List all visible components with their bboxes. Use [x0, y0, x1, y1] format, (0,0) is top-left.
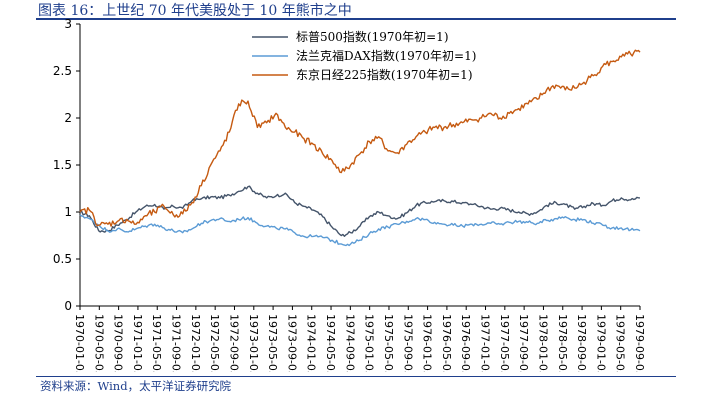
x-tick-label: 1975-09-05: [401, 314, 414, 372]
x-tick-label: 1971-09-05: [170, 314, 183, 372]
x-tick-label: 1978-05-05: [556, 314, 569, 372]
x-tick-label: 1978-09-05: [575, 314, 588, 372]
axes: 0 0.5 1 1.5 2 2.5 3 1970-01-05 1970-05-05 1970-09…: [53, 17, 646, 372]
y-tick-label: 1.5: [53, 158, 72, 172]
x-tick-label: 1973-09-05: [285, 314, 298, 372]
x-tick-label: 1972-09-05: [227, 314, 240, 372]
x-tick-label: 1972-05-05: [208, 314, 221, 372]
figure-title: 图表 16：上世纪 70 年代美股处于 10 年熊市之中: [38, 3, 352, 19]
x-tick-label: 1974-09-05: [343, 314, 356, 372]
x-tick-label: 1976-01-05: [421, 314, 434, 372]
title-rule: [36, 18, 676, 20]
x-tick-label: 1973-05-05: [266, 314, 279, 372]
source-note: 资料来源：Wind，太平洋证券研究院: [40, 379, 232, 393]
x-tick-label: 1977-01-05: [479, 314, 492, 372]
x-tick-label: 1977-09-05: [517, 314, 530, 372]
x-tick-label: 1976-09-05: [459, 314, 472, 372]
x-tick-label: 1979-01-05: [594, 314, 607, 372]
x-tick-label: 1974-05-05: [324, 314, 337, 372]
x-tick-label: 1975-05-05: [382, 314, 395, 372]
legend-label-3: 东京日经225指数(1970年初=1): [296, 67, 473, 82]
x-tick-label: 1975-01-05: [363, 314, 376, 372]
y-tick-label: 2: [64, 111, 72, 125]
source-rule: [36, 376, 676, 377]
x-tick-label: 1974-01-05: [305, 314, 318, 372]
x-tick-label: 1979-09-05: [633, 314, 646, 372]
legend: 标普500指数(1970年初=1) 法兰克福DAX指数(1970年初=1) 东京日经…: [252, 29, 476, 82]
x-tick-label: 1970-01-05: [73, 314, 86, 372]
x-tick-label: 1970-05-05: [92, 314, 105, 372]
y-tick-label: 1: [64, 205, 72, 219]
series-line-1: [79, 185, 641, 237]
y-tick-label: 0: [64, 299, 72, 313]
series-layer: [79, 49, 641, 247]
x-tick-label: 1972-01-05: [189, 314, 202, 372]
x-tick-label: 1979-05-05: [614, 314, 627, 372]
x-tick-label: 1978-01-05: [536, 314, 549, 372]
y-tick-label: 0.5: [53, 252, 72, 266]
legend-label-1: 标普500指数(1970年初=1): [296, 29, 449, 44]
x-tick-label: 1971-05-05: [150, 314, 163, 372]
x-tick-label: 1976-05-05: [440, 314, 453, 372]
x-tick-label: 1977-05-05: [498, 314, 511, 372]
y-tick-label: 2.5: [53, 64, 72, 78]
y-tick-label: 3: [64, 17, 72, 31]
x-tick-label: 1971-01-05: [131, 314, 144, 372]
series-line-3: [79, 49, 641, 227]
line-chart: 0 0.5 1 1.5 2 2.5 3 1970-01-05 1970-05-05 1970-09…: [53, 17, 646, 372]
x-tick-label: 1973-01-05: [247, 314, 260, 372]
legend-label-2: 法兰克福DAX指数(1970年初=1): [296, 48, 476, 63]
series-line-2: [79, 214, 641, 247]
x-tick-label: 1970-09-05: [112, 314, 125, 372]
